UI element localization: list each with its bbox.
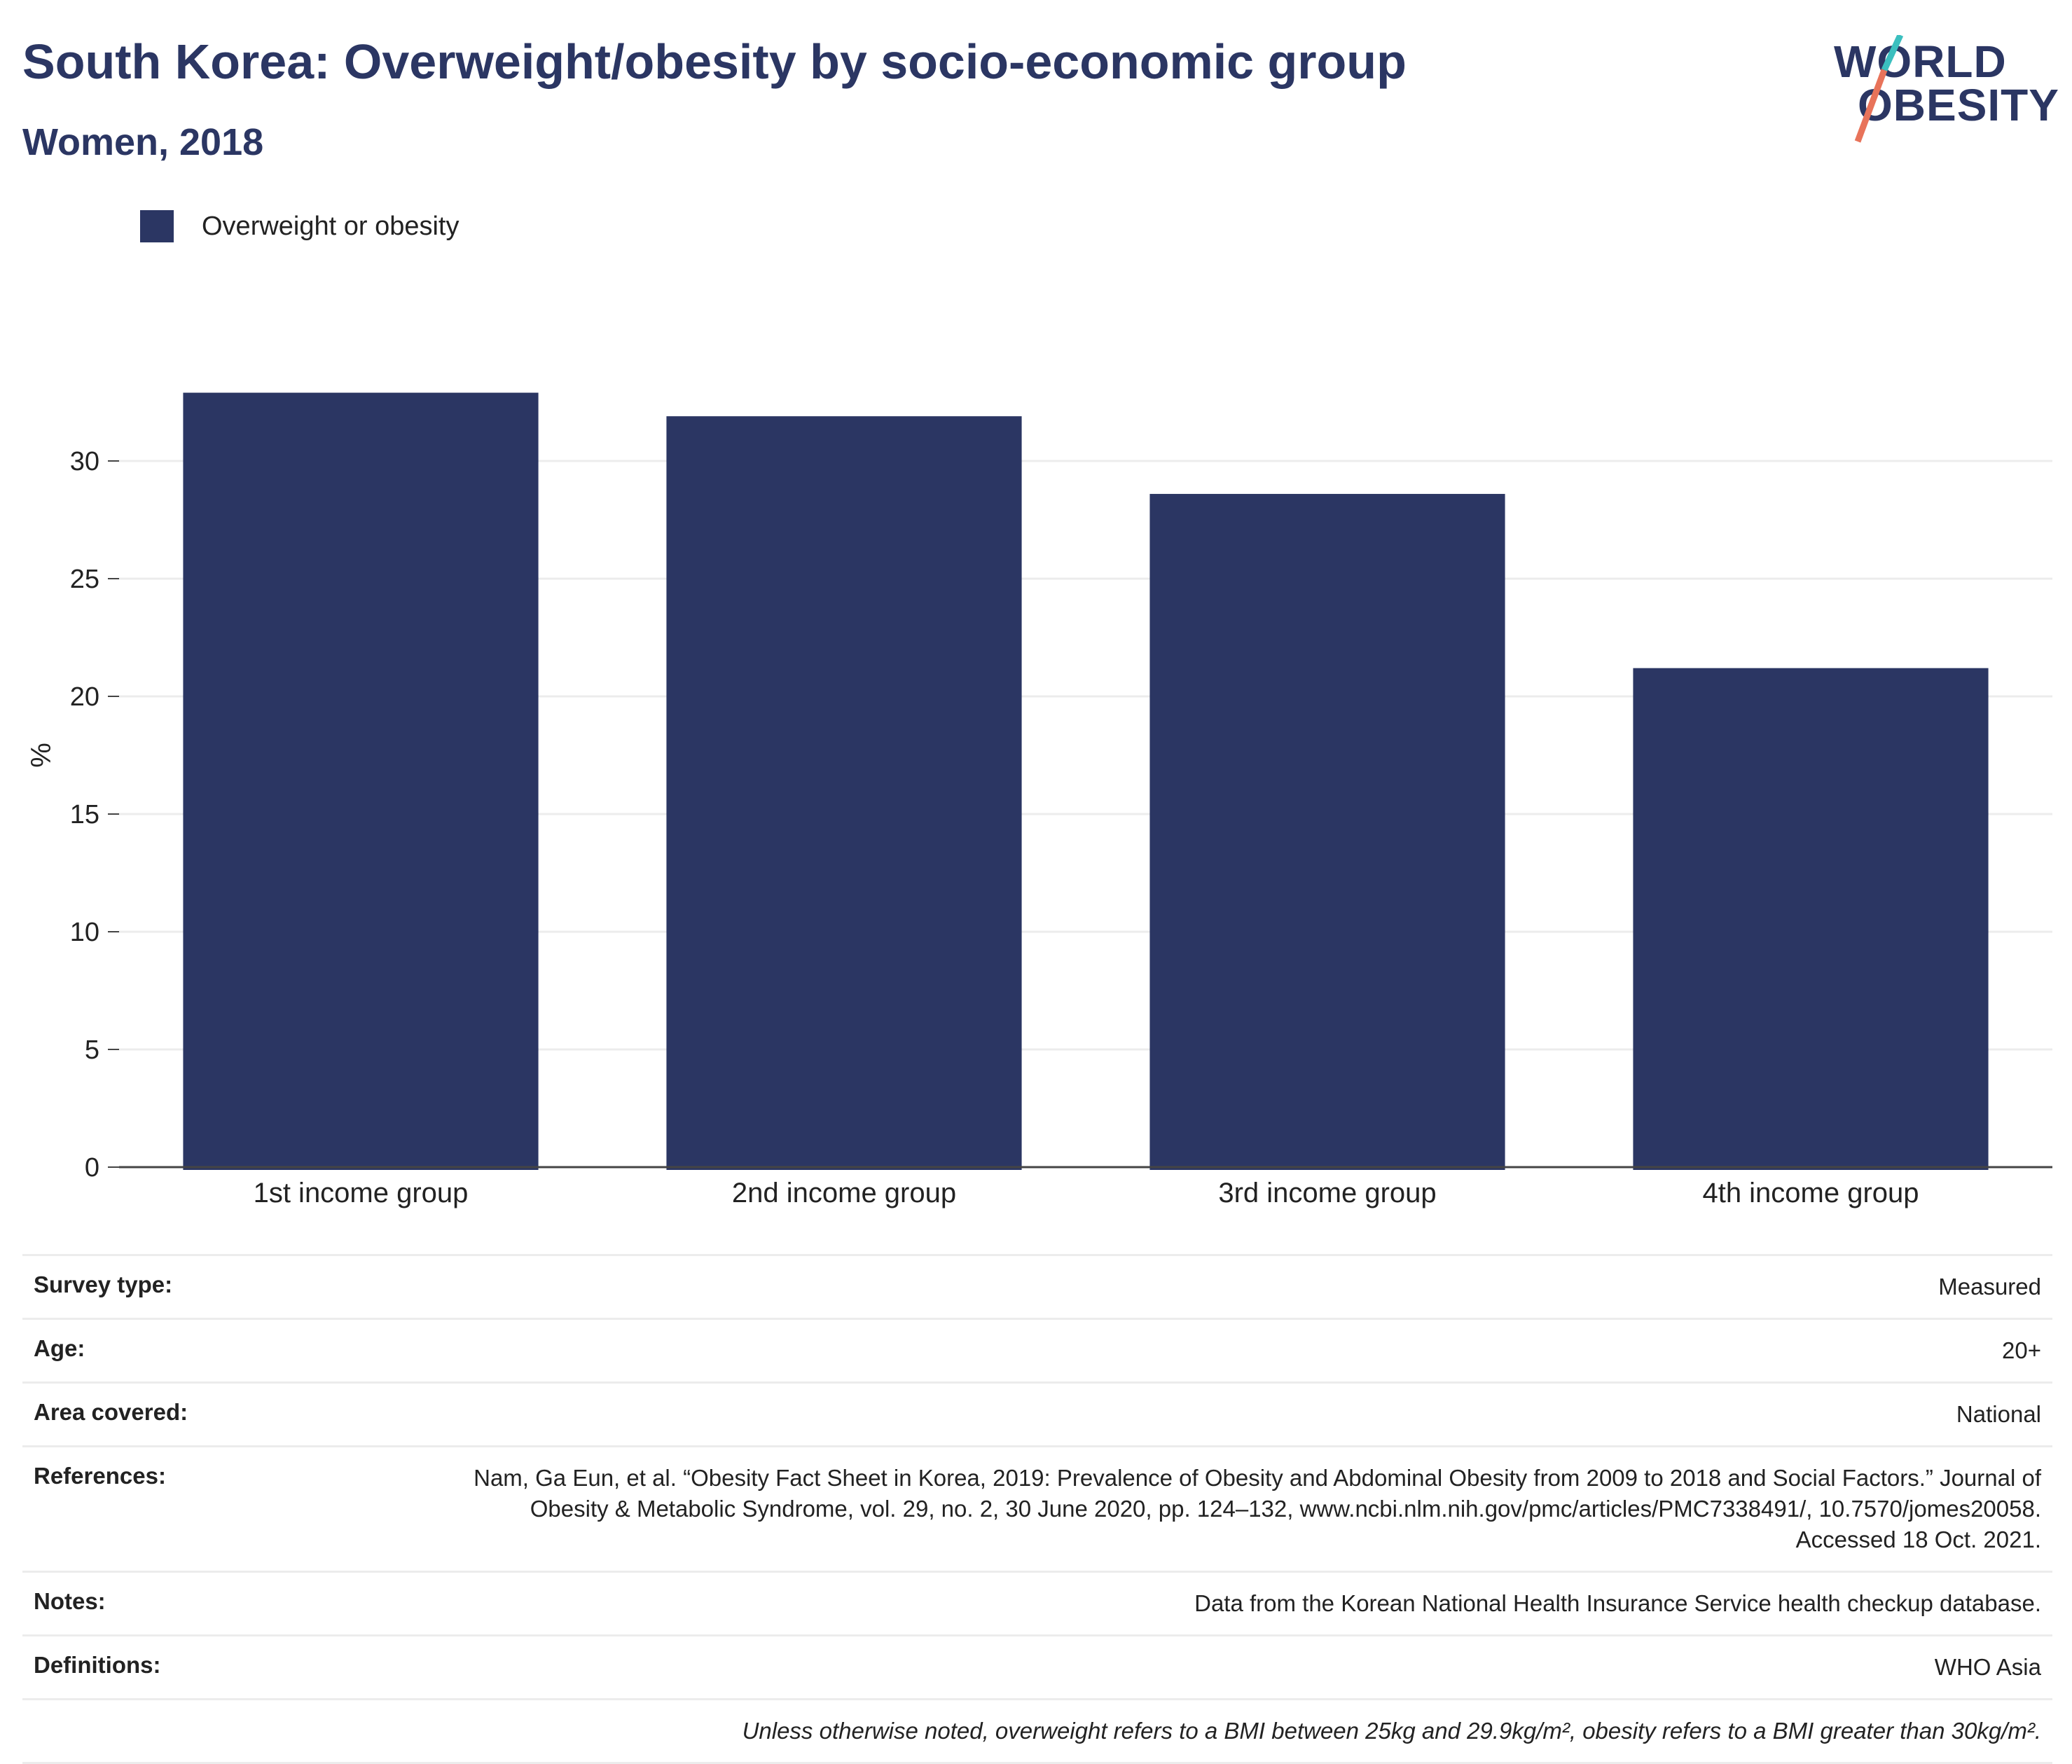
bar (666, 416, 1022, 1171)
metadata-table: Survey type: Measured Age: 20+ Area cove… (22, 1254, 2052, 1764)
bar (1633, 668, 1989, 1170)
chart-subtitle: Women, 2018 (22, 121, 264, 163)
meta-key: References: (34, 1463, 166, 1489)
meta-value: Nam, Ga Eun, et al. “Obesity Fact Sheet … (474, 1465, 2041, 1552)
x-tick-label: 2nd income group (732, 1178, 956, 1208)
x-tick-label: 4th income group (1702, 1178, 1919, 1208)
y-axis-title: % (26, 743, 57, 768)
bar-chart: 0 5 10 15 20 25 30% 1st income group 2nd income … (26, 392, 2052, 1208)
y-tick-label: 20 (70, 682, 99, 712)
y-tick-label: 15 (70, 800, 99, 829)
meta-key: Notes: (34, 1588, 106, 1614)
meta-value: National (1956, 1401, 2041, 1427)
bar (1149, 494, 1505, 1170)
meta-key: Definitions: (34, 1652, 161, 1678)
meta-value: Unless otherwise noted, overweight refer… (742, 1718, 2041, 1744)
meta-row-bmi-note: Unless otherwise noted, overweight refer… (22, 1698, 2052, 1764)
meta-key: Area covered: (34, 1399, 188, 1425)
meta-key: Survey type: (34, 1272, 173, 1297)
meta-row-survey-type: Survey type: Measured (22, 1254, 2052, 1318)
legend-swatch (140, 210, 174, 242)
meta-row-area-covered: Area covered: National (22, 1381, 2052, 1445)
meta-value: Measured (1938, 1274, 2041, 1300)
x-tick-label: 3rd income group (1218, 1178, 1436, 1208)
y-tick-label: 0 (85, 1153, 99, 1183)
y-tick-label: 5 (85, 1035, 99, 1065)
meta-row-definitions: Definitions: WHO Asia (22, 1634, 2052, 1698)
meta-row-age: Age: 20+ (22, 1318, 2052, 1381)
logo-line-1: WORLD (1834, 36, 2007, 87)
world-obesity-logo: WORLD OBESITY (1828, 35, 2059, 147)
meta-value: Data from the Korean National Health Ins… (1194, 1590, 2041, 1616)
y-tick-label: 30 (70, 447, 99, 476)
meta-value: 20+ (2002, 1337, 2041, 1363)
logo-slash-icon (1854, 35, 1904, 143)
y-tick-label: 10 (70, 918, 99, 947)
meta-row-references: References: Nam, Ga Eun, et al. “Obesity… (22, 1445, 2052, 1571)
bar (183, 392, 539, 1170)
logo-line-2: OBESITY (1858, 80, 2059, 130)
x-tick-label: 1st income group (254, 1178, 469, 1208)
legend-label: Overweight or obesity (202, 212, 460, 241)
meta-key: Age: (34, 1335, 85, 1361)
chart-title: South Korea: Overweight/obesity by socio… (22, 34, 1407, 89)
meta-row-notes: Notes: Data from the Korean National Hea… (22, 1571, 2052, 1634)
y-tick-label: 25 (70, 565, 99, 594)
meta-value: WHO Asia (1934, 1654, 2041, 1680)
